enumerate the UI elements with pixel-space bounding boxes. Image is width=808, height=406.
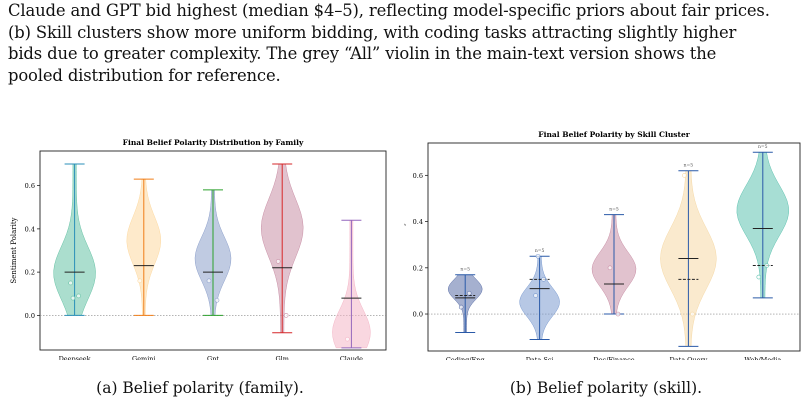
n-label: n=5 (684, 163, 694, 169)
body-line: (b) Skill clusters show more uniform bid… (8, 22, 737, 42)
data-point (764, 263, 770, 268)
x-tick-label: Doc/Finance (593, 356, 634, 360)
y-tick-label: 0.4 (25, 225, 35, 233)
data-point (137, 278, 143, 284)
data-point (206, 278, 212, 284)
data-point (615, 311, 621, 317)
x-tick-label: Coding/Eng (446, 356, 485, 360)
n-label: n=5 (758, 144, 768, 150)
figure-a: Final Belief Polarity Distribution by Fa… (0, 130, 400, 364)
body-line: bids due to greater complexity. The grey… (8, 44, 717, 63)
data-point (345, 336, 350, 342)
data-point (214, 297, 220, 303)
y-axis-label: Belief Polarity (404, 222, 406, 272)
data-point (756, 274, 762, 280)
data-point (283, 313, 289, 318)
x-tick-label: Gemini (132, 355, 156, 360)
data-point (535, 253, 541, 259)
x-tick-label: Data Sci (526, 356, 554, 360)
y-tick-label: 0.6 (25, 182, 35, 190)
chart-title: Final Belief Polarity by Skill Cluster (538, 130, 690, 139)
n-label: n=5 (460, 267, 470, 273)
data-point (690, 311, 695, 317)
data-point (275, 259, 281, 264)
caption-b: (b) Belief polarity (skill). (509, 379, 703, 397)
x-tick-label: Deepseek (59, 355, 91, 360)
data-point (68, 280, 73, 286)
data-point (682, 173, 687, 178)
y-tick-label: 0.2 (25, 269, 35, 277)
plot-frame (39, 150, 387, 351)
plot-frame (427, 142, 801, 352)
n-label: n=5 (535, 248, 545, 254)
data-point (533, 293, 538, 298)
body-line: Claude and GPT bid highest (median $4–5)… (8, 1, 770, 20)
x-tick-label: Web/Media (744, 356, 781, 360)
x-tick-label: Claude (340, 355, 363, 360)
y-axis-label: Sentiment Polarity (10, 217, 18, 283)
data-point (466, 290, 472, 296)
data-point (70, 295, 76, 301)
body-text: Claude and GPT bid highest (median $4–5)… (8, 0, 804, 86)
body-line: pooled distribution for reference. (8, 65, 281, 85)
caption-a: (a) Belief polarity (family). (96, 379, 304, 397)
x-tick-label: Glm (275, 355, 288, 360)
y-tick-label: 0.0 (25, 312, 35, 320)
violin-chart-family: Final Belief Polarity Distribution by Fa… (10, 138, 387, 363)
x-tick-label: Gpt (207, 355, 219, 360)
data-point (541, 277, 546, 282)
x-tick-label: Data Query (670, 356, 708, 360)
n-label: n=5 (609, 207, 619, 213)
y-tick-label: 0.0 (413, 311, 423, 319)
data-point (76, 293, 81, 299)
violin-chart-skill: Final Belief Polarity by Skill Cluster Be… (398, 130, 801, 364)
data-point (458, 304, 464, 310)
chart-title: Final Belief Polarity Distribution by Fa… (123, 138, 304, 147)
y-tick-label: 0.6 (413, 172, 423, 180)
y-tick-label: 0.4 (413, 218, 423, 226)
figure-b: Final Belief Polarity by Skill Cluster Be… (398, 120, 808, 364)
data-point (607, 265, 613, 271)
y-tick-label: 0.2 (413, 264, 423, 272)
